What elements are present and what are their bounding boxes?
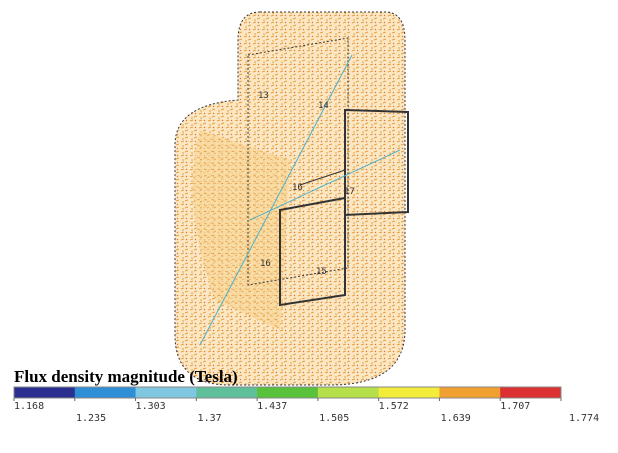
- figure: 13 14 16 17 16 15 Flux density magnitude (Tes…: [0, 0, 618, 453]
- tick-label: 1.235: [76, 413, 106, 424]
- tick-label: 1.639: [441, 413, 471, 424]
- color-swatch: [14, 387, 75, 398]
- page: 13 14 16 17 16 15 Flux density magnitude (Tes…: [0, 0, 618, 453]
- tick-label: 1.37: [198, 413, 222, 424]
- color-swatch: [75, 387, 136, 398]
- tick-label: 1.437: [257, 401, 287, 412]
- color-swatch: [379, 387, 440, 398]
- color-swatch: [439, 387, 500, 398]
- color-swatch: [136, 387, 197, 398]
- tick-label: 1.303: [136, 401, 166, 412]
- color-swatch: [257, 387, 318, 398]
- tick-label: 1.168: [14, 401, 44, 412]
- region-label: 16: [260, 259, 271, 269]
- tick-label: 1.505: [319, 413, 349, 424]
- region-label: 16: [292, 183, 303, 193]
- tick-label: 1.707: [500, 401, 530, 412]
- color-swatch: [196, 387, 257, 398]
- tick-label: 1.572: [379, 401, 409, 412]
- region-label: 15: [316, 267, 327, 277]
- color-swatch: [500, 387, 561, 398]
- field-plot: [175, 12, 408, 385]
- tick-label: 1.774: [569, 413, 599, 424]
- region-label: 13: [258, 91, 269, 101]
- legend-title: Flux density magnitude (Tesla): [14, 367, 238, 386]
- region-label: 14: [318, 101, 329, 111]
- region-label: 17: [344, 187, 355, 197]
- color-swatch: [318, 387, 379, 398]
